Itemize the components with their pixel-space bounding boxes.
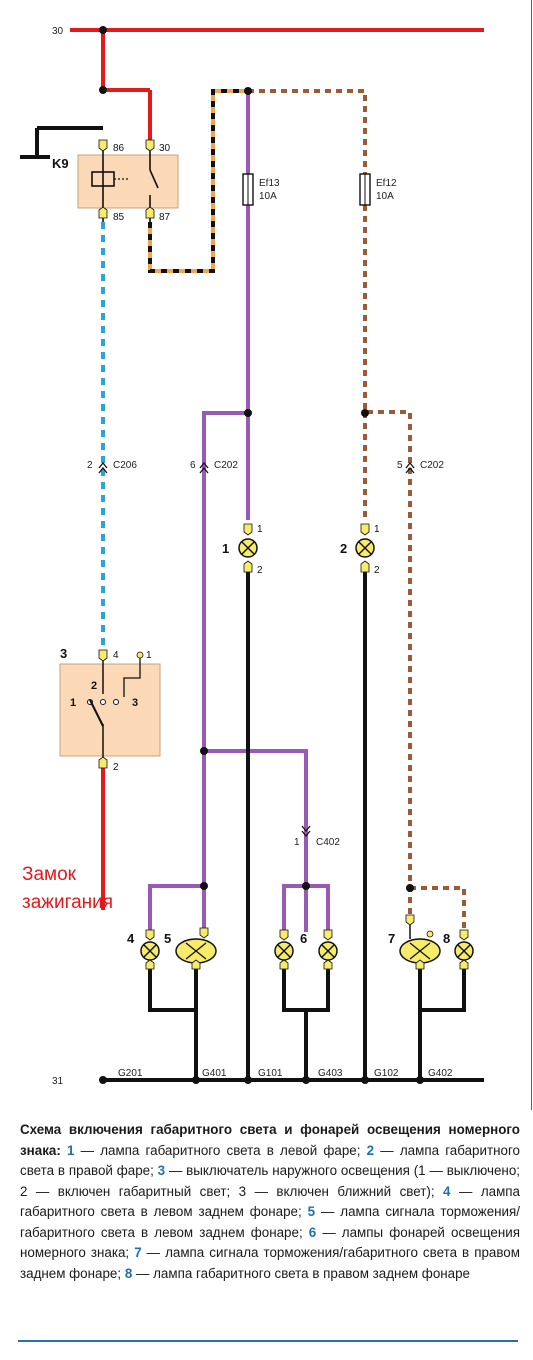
caption-text-5: — лампа сигнала торможения/габаритного с… <box>20 1204 521 1240</box>
caption-key-2: 2 <box>366 1142 375 1158</box>
caption-key-5: 5 <box>307 1204 316 1219</box>
switch-pin-1: 1 <box>146 650 152 661</box>
connector-c202-right-pin: 5 <box>397 460 403 471</box>
lamp-7 <box>399 914 441 970</box>
caption-key-8: 8 <box>124 1265 133 1281</box>
black-wires <box>100 572 484 1082</box>
lamp-6-right <box>318 929 338 970</box>
lamp-2-number: 2 <box>340 541 347 556</box>
caption-text-3: — выключатель наружного освещения (1 — в… <box>20 1163 520 1199</box>
caption-key-4: 4 <box>443 1183 451 1199</box>
switch-pos-1: 1 <box>70 697 76 709</box>
junction-dots <box>99 26 424 1084</box>
caption-text-1: — лампа габаритного света в левой фаре; <box>74 1142 361 1158</box>
ground-g403: G403 <box>318 1068 343 1079</box>
relay-name: K9 <box>52 156 69 171</box>
connector-c402 <box>301 825 311 838</box>
caption-key-7: 7 <box>134 1245 142 1260</box>
switch-pin-4: 4 <box>113 650 119 661</box>
lamp-2-pin-1: 1 <box>374 524 380 535</box>
bus-31-label: 31 <box>52 1076 64 1087</box>
fuse-ef12-rating: 10A <box>376 191 394 202</box>
lamp-1-number: 1 <box>222 541 229 556</box>
bottom-rule <box>18 1340 518 1342</box>
ground-g201: G201 <box>118 1068 143 1079</box>
connector-c202-right-name: C202 <box>420 460 444 471</box>
red-wires <box>70 28 484 910</box>
caption-text-6: — лампы фонарей освещения номерного знак… <box>20 1224 520 1261</box>
connector-c202-left-pin: 6 <box>190 460 196 471</box>
wiring-diagram: 30 31 K9 86 30 85 87 Ef13 10A Ef12 10A 2… <box>20 0 532 1110</box>
switch-number: 3 <box>60 646 67 661</box>
relay-pin-87: 87 <box>159 212 171 223</box>
diagram-svg: 30 31 K9 86 30 85 87 Ef13 10A Ef12 10A 2… <box>20 26 484 1087</box>
switch-pos-2: 2 <box>91 680 97 692</box>
lamp-1-pin-2: 2 <box>257 565 263 576</box>
caption-key-3: 3 <box>157 1163 166 1178</box>
relay-pin-86: 86 <box>113 143 125 154</box>
ignition-label-line1: Замок <box>22 864 77 885</box>
lamp-8 <box>454 929 474 970</box>
lamp-1 <box>238 523 258 573</box>
fuse-ef13 <box>242 173 254 206</box>
ground-g401: G401 <box>202 1068 227 1079</box>
caption-key-1: 1 <box>67 1142 75 1158</box>
purple-wires <box>148 91 330 932</box>
lamp-5-number: 5 <box>164 931 171 946</box>
connector-c202-right <box>405 461 415 474</box>
caption-key-6: 6 <box>308 1224 317 1240</box>
connector-c402-name: C402 <box>316 837 340 848</box>
fuse-ef12-name: Ef12 <box>376 178 397 189</box>
brown-wires <box>248 89 466 932</box>
connector-c206-name: C206 <box>113 460 137 471</box>
lamp-7-number: 7 <box>388 931 395 946</box>
connector-c206 <box>98 461 108 474</box>
connector-c206-pin: 2 <box>87 460 93 471</box>
switch-pos-3: 3 <box>132 697 138 709</box>
light-switch <box>59 649 161 769</box>
lamp-2 <box>355 523 375 573</box>
lamp-4 <box>140 929 160 970</box>
relay-k9 <box>77 139 179 222</box>
ground-g102: G102 <box>374 1068 399 1079</box>
ignition-label-line2: зажигания <box>22 892 113 913</box>
fuse-ef13-name: Ef13 <box>259 178 280 189</box>
lamp-1-pin-1: 1 <box>257 524 263 535</box>
connector-c202-left-name: C202 <box>214 460 238 471</box>
junction-dot <box>99 86 107 94</box>
orange-black-wire <box>148 89 248 273</box>
relay-pin-85: 85 <box>113 212 125 223</box>
bus-30-label: 30 <box>52 26 64 37</box>
fuse-ef13-rating: 10A <box>259 191 277 202</box>
lamp-8-number: 8 <box>443 931 450 946</box>
connector-c202-left <box>199 461 209 474</box>
caption-text-2: — лампа габаритного света в правой фаре; <box>20 1142 520 1179</box>
connector-c402-pin: 1 <box>294 837 300 848</box>
ground-g101: G101 <box>258 1068 283 1079</box>
figure-caption: Схема включения габаритного света и фона… <box>20 1120 520 1284</box>
lamp-5 <box>175 927 217 970</box>
caption-title: Схема включения габаритного света и фона… <box>20 1122 520 1158</box>
switch-pin-2: 2 <box>113 762 119 773</box>
lamp-2-pin-2: 2 <box>374 565 380 576</box>
fuse-ef12 <box>359 173 371 206</box>
caption-text-4: — лампа габаритного света в левом заднем… <box>20 1183 520 1220</box>
relay-pin-30: 30 <box>159 143 171 154</box>
caption-text-7: — лампа сигнала торможения/габаритного с… <box>20 1245 520 1281</box>
caption-text-8: — лампа габаритного света в правом задне… <box>132 1265 471 1281</box>
lamp-6-number: 6 <box>300 931 307 946</box>
lamp-6-left <box>274 929 294 970</box>
ground-g402: G402 <box>428 1068 453 1079</box>
lamp-4-number: 4 <box>127 931 135 946</box>
k9-ground-wire <box>20 126 103 159</box>
